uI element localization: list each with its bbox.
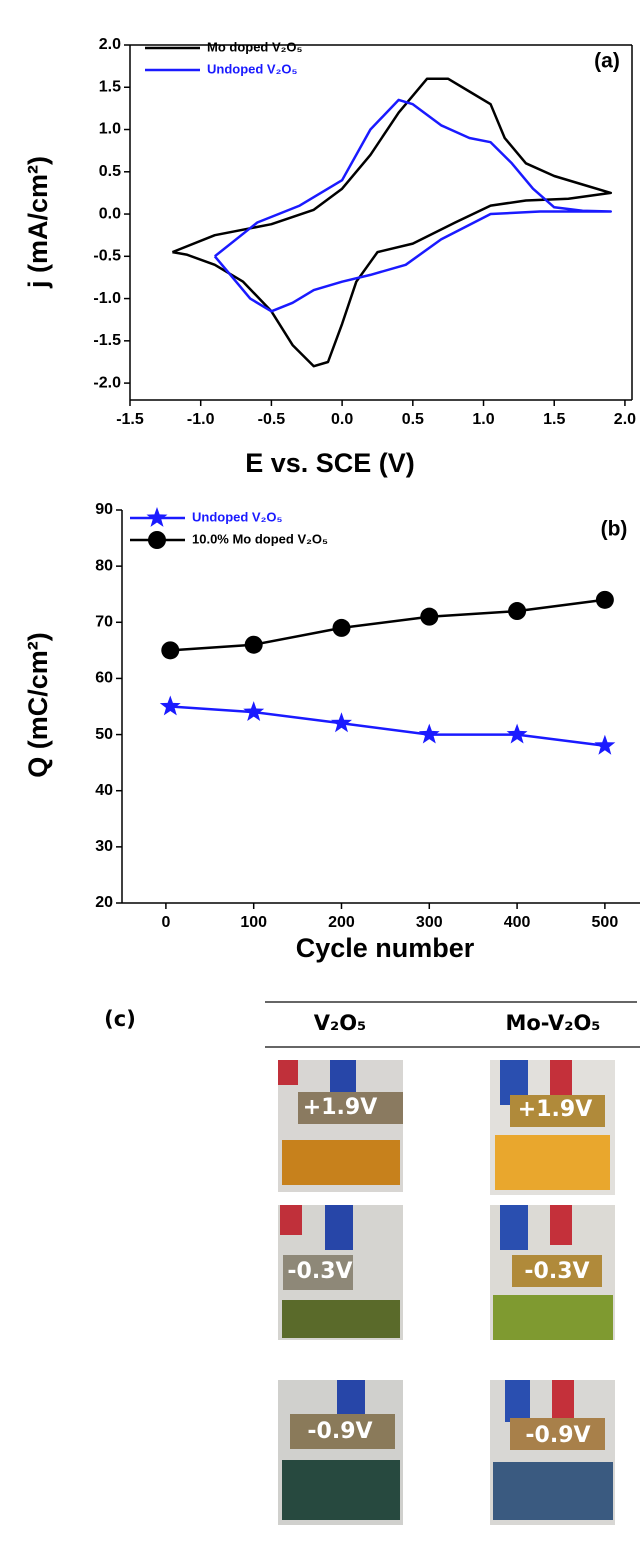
y-tick-label: 1.0 <box>99 121 121 138</box>
marker <box>159 695 181 716</box>
x-axis-title: Cycle number <box>296 933 475 963</box>
x-tick-label: 0.0 <box>331 411 353 428</box>
y-tick-label: 0.5 <box>99 163 121 180</box>
photo: -0.9V <box>490 1380 615 1525</box>
marker <box>594 734 616 755</box>
photo-label: -0.3V <box>524 1259 589 1284</box>
x-tick-label: 2.0 <box>614 411 636 428</box>
legend-label: Mo doped V₂O₅ <box>207 39 303 54</box>
y-tick-label: -1.0 <box>93 290 121 307</box>
y-tick-label: 70 <box>95 614 113 631</box>
panel-label: (c) <box>104 1007 136 1031</box>
x-tick-label: 100 <box>240 914 267 931</box>
x-tick-label: 0 <box>161 914 170 931</box>
y-axis-title: Q (mC/cm²) <box>23 632 53 778</box>
x-tick-label: -1.0 <box>187 411 215 428</box>
x-tick-label: 1.0 <box>472 411 494 428</box>
data-line <box>170 598 606 652</box>
y-tick-label: 0.0 <box>99 205 121 222</box>
x-tick-label: 300 <box>416 914 443 931</box>
data-line <box>170 705 606 748</box>
marker <box>161 641 180 660</box>
y-tick-label: 50 <box>95 726 113 743</box>
panel-label: (b) <box>601 518 628 541</box>
y-tick-label: 40 <box>95 782 113 799</box>
x-tick-label: -0.5 <box>258 411 286 428</box>
y-tick-label: 80 <box>95 557 113 574</box>
x-tick-label: 500 <box>592 914 619 931</box>
panel-label: (a) <box>594 50 620 73</box>
photo-label: +1.9V <box>303 1095 377 1120</box>
legend-label: Undoped V₂O₅ <box>192 509 282 524</box>
marker <box>420 607 439 626</box>
y-tick-label: 60 <box>95 670 113 687</box>
marker <box>244 635 263 654</box>
photo-label: +1.9V <box>518 1097 592 1122</box>
marker <box>508 602 527 621</box>
y-axis-title: j (mA/cm²) <box>23 156 53 289</box>
photo: +1.9V <box>490 1060 615 1195</box>
marker <box>595 590 614 609</box>
photo: -0.9V <box>278 1380 403 1525</box>
x-tick-label: 0.5 <box>402 411 424 428</box>
x-tick-label: 400 <box>504 914 531 931</box>
y-tick-label: 1.5 <box>99 78 121 95</box>
marker <box>243 701 265 721</box>
x-tick-label: 1.5 <box>543 411 565 428</box>
x-tick-label: -1.5 <box>116 411 144 428</box>
x-tick-label: 200 <box>328 914 355 931</box>
y-tick-label: 20 <box>95 894 113 911</box>
photo: +1.9V <box>278 1060 403 1192</box>
y-tick-label: -0.5 <box>93 248 121 265</box>
column-header: V₂O₅ <box>314 1011 367 1035</box>
marker <box>146 507 168 527</box>
legend-label: Undoped V₂O₅ <box>207 61 297 76</box>
column-header: Mo-V₂O₅ <box>505 1011 600 1035</box>
legend-label: 10.0% Mo doped V₂O₅ <box>192 531 328 546</box>
photo-label: -0.9V <box>307 1419 372 1444</box>
marker <box>331 712 352 733</box>
photo-label: -0.3V <box>287 1259 352 1284</box>
y-tick-label: 2.0 <box>99 36 121 53</box>
y-tick-label: 30 <box>95 838 113 855</box>
y-tick-label: -1.5 <box>93 332 121 349</box>
photo-label: -0.9V <box>525 1423 590 1448</box>
photo: -0.3V <box>490 1205 615 1340</box>
y-tick-label: 90 <box>95 501 113 518</box>
marker <box>418 723 440 744</box>
data-line <box>213 98 613 313</box>
photo: -0.3V <box>278 1205 403 1340</box>
x-axis-title: E vs. SCE (V) <box>245 448 415 478</box>
y-tick-label: -2.0 <box>93 374 121 391</box>
data-line <box>171 77 613 368</box>
marker <box>332 618 351 637</box>
marker <box>506 723 528 744</box>
marker <box>148 531 166 549</box>
